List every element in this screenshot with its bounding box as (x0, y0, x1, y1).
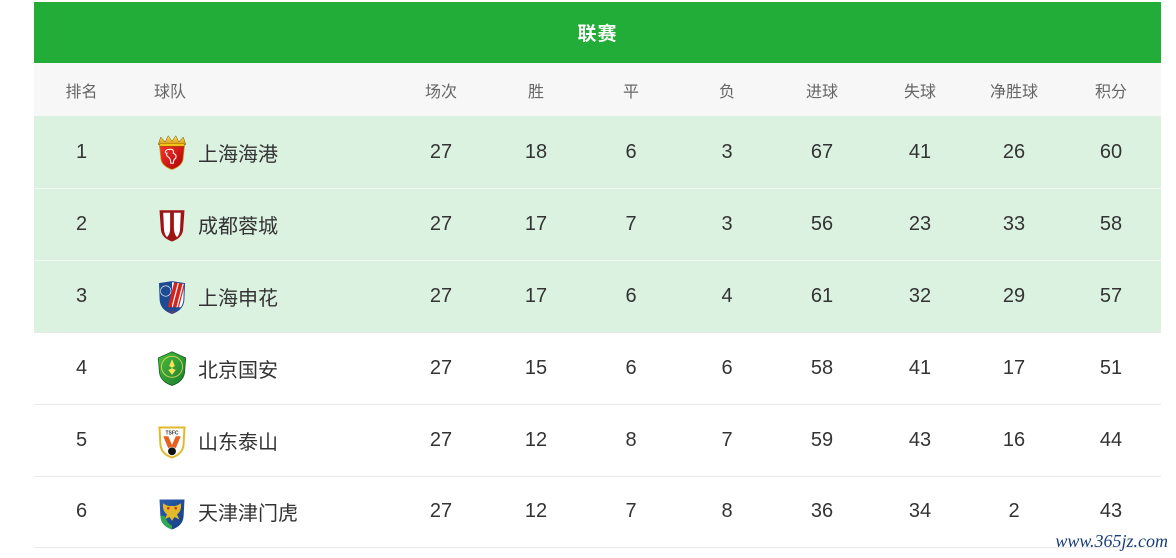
svg-text:TSFC: TSFC (165, 430, 178, 436)
